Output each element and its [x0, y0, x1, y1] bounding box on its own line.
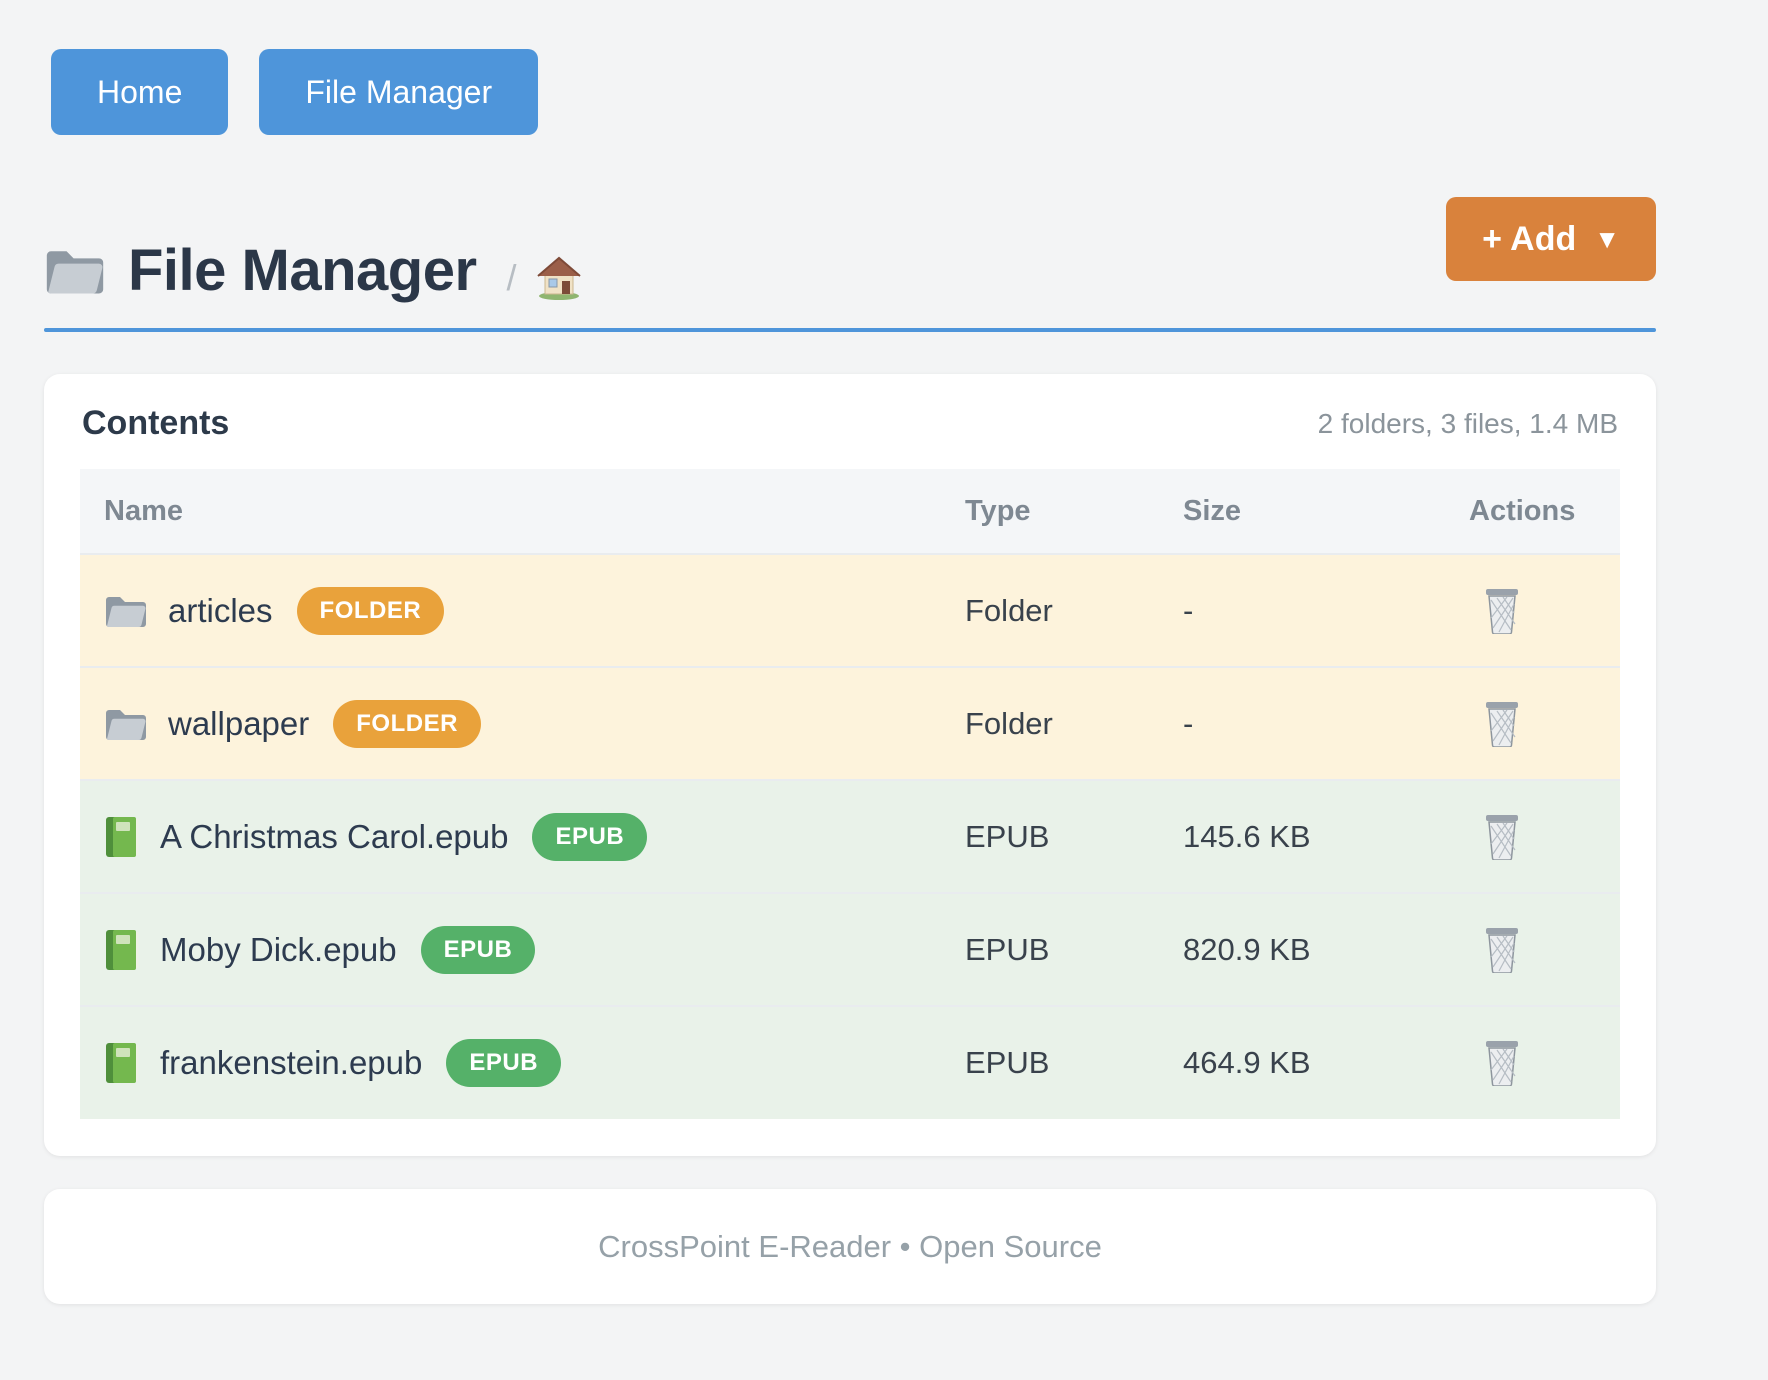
delete-button[interactable] — [1469, 701, 1521, 747]
file-type: EPUB — [964, 1005, 1182, 1119]
table-row[interactable]: frankenstein.epub EPUB EPUB 464.9 KB — [80, 1005, 1620, 1119]
table-row[interactable]: Moby Dick.epub EPUB EPUB 820.9 KB — [80, 892, 1620, 1006]
contents-summary: 2 folders, 3 files, 1.4 MB — [1317, 407, 1618, 439]
green-book-icon — [106, 929, 139, 970]
breadcrumb-separator: / — [506, 256, 517, 298]
file-size: 464.9 KB — [1182, 1005, 1468, 1119]
add-button[interactable]: + Add ▼ — [1446, 197, 1656, 281]
green-book-icon — [106, 1043, 139, 1083]
file-size: - — [1182, 666, 1468, 780]
table-row[interactable]: A Christmas Carol.epub EPUB EPUB 145.6 K… — [80, 779, 1620, 893]
top-nav: Home File Manager — [0, 0, 1768, 135]
trash-icon — [1486, 927, 1518, 973]
column-header-actions: Actions — [1469, 494, 1576, 527]
table-row[interactable]: articles FOLDER Folder - — [80, 553, 1620, 667]
type-badge: FOLDER — [296, 586, 445, 635]
nav-home-button[interactable]: Home — [51, 49, 229, 135]
file-name[interactable]: wallpaper — [168, 704, 310, 742]
nav-file-manager-button[interactable]: File Manager — [259, 49, 539, 135]
add-button-label: + Add — [1482, 219, 1577, 258]
caret-down-icon: ▼ — [1594, 223, 1620, 254]
column-header-type: Type — [965, 494, 1031, 527]
contents-card: Contents 2 folders, 3 files, 1.4 MB Name… — [44, 374, 1656, 1156]
title-group: File Manager / — [44, 197, 1656, 304]
file-size: - — [1182, 553, 1468, 667]
file-name[interactable]: Moby Dick.epub — [160, 930, 397, 968]
file-type: Folder — [964, 553, 1182, 667]
green-book-icon — [106, 816, 139, 857]
file-name[interactable]: frankenstein.epub — [160, 1044, 423, 1081]
footer-text: CrossPoint E-Reader • Open Source — [598, 1228, 1102, 1264]
contents-card-header: Contents 2 folders, 3 files, 1.4 MB — [80, 404, 1620, 443]
footer-card: CrossPoint E-Reader • Open Source — [44, 1189, 1656, 1304]
delete-button[interactable] — [1469, 814, 1521, 860]
type-badge: EPUB — [532, 812, 648, 861]
type-badge: EPUB — [446, 1039, 562, 1087]
file-type: Folder — [964, 666, 1182, 780]
page-header: File Manager / + Add ▼ — [44, 197, 1656, 304]
table-row[interactable]: wallpaper FOLDER Folder - — [80, 666, 1620, 780]
page-title: File Manager — [128, 238, 477, 303]
file-type: EPUB — [964, 892, 1182, 1006]
file-size: 820.9 KB — [1182, 892, 1468, 1006]
house-icon[interactable] — [535, 254, 583, 300]
delete-button[interactable] — [1469, 1040, 1521, 1086]
file-table-body: articles FOLDER Folder - — [80, 553, 1620, 1119]
file-name[interactable]: articles — [168, 591, 273, 629]
header-divider — [44, 328, 1656, 332]
table-header-row: Name Type Size Actions — [80, 469, 1620, 554]
file-size: 145.6 KB — [1182, 779, 1468, 893]
file-name[interactable]: A Christmas Carol.epub — [160, 817, 509, 855]
delete-button[interactable] — [1469, 588, 1521, 634]
trash-icon — [1486, 814, 1518, 860]
contents-heading: Contents — [82, 404, 230, 442]
trash-icon — [1486, 588, 1518, 634]
trash-icon — [1486, 701, 1518, 747]
trash-icon — [1486, 1041, 1518, 1086]
column-header-size: Size — [1183, 494, 1242, 527]
type-badge: FOLDER — [333, 699, 481, 748]
folder-icon — [106, 709, 146, 740]
folder-icon — [106, 596, 146, 627]
type-badge: EPUB — [420, 925, 536, 974]
delete-button[interactable] — [1469, 927, 1521, 973]
column-header-name: Name — [104, 494, 183, 527]
file-table: Name Type Size Actions ar — [80, 469, 1620, 1119]
folder-icon — [46, 250, 104, 294]
file-type: EPUB — [964, 779, 1182, 893]
